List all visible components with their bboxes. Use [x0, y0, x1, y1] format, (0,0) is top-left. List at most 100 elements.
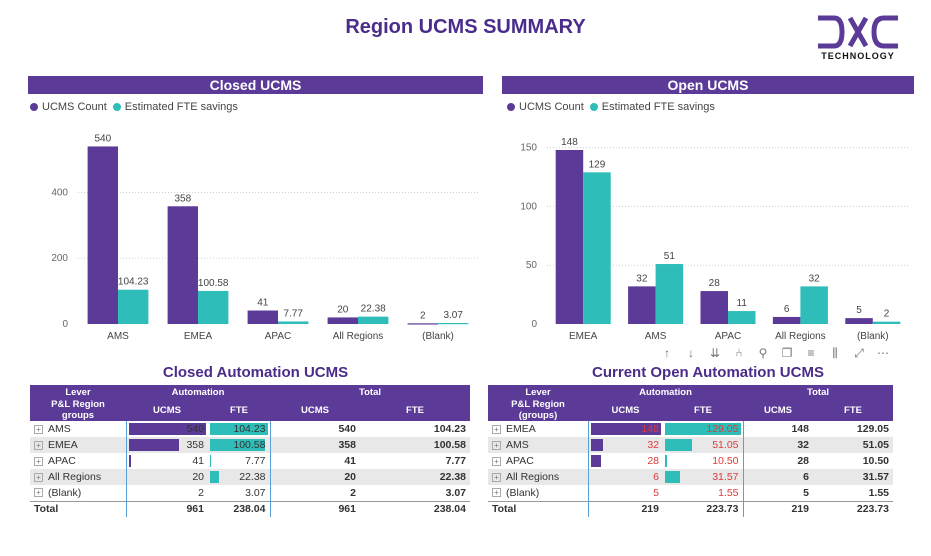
- data-bar: [665, 455, 668, 467]
- data-label: 6: [784, 304, 790, 315]
- x-tick-label: AMS: [107, 331, 129, 342]
- total-ucms-cell: 41: [269, 453, 360, 469]
- data-label: 22.38: [361, 304, 386, 315]
- header-total-ucms[interactable]: UCMS: [743, 399, 813, 421]
- focus-mode-icon[interactable]: ⤢: [854, 346, 864, 360]
- bar-fte-savings: [438, 322, 469, 325]
- total-ucms: 961: [125, 500, 208, 517]
- total-fte: 238.04: [208, 500, 270, 517]
- fte-cell: 31.57: [663, 469, 743, 485]
- table-row[interactable]: + EMEA 148 129.05 148 129.05: [488, 421, 893, 437]
- expand-row-icon[interactable]: +: [492, 424, 501, 434]
- cell-value: 7.77: [245, 455, 266, 467]
- fte-cell: 51.05: [663, 437, 743, 453]
- dxc-logo-mark: [818, 15, 898, 49]
- ucms-cell: 6: [587, 469, 663, 485]
- more-options-icon[interactable]: ⋯: [877, 346, 889, 360]
- data-label: 540: [94, 133, 111, 144]
- expand-row-icon[interactable]: +: [34, 456, 43, 466]
- legend-dot-fte-savings: [589, 103, 598, 111]
- arrow-up-icon[interactable]: ↑: [664, 346, 670, 360]
- header-total-ucms[interactable]: UCMS: [270, 399, 360, 421]
- table-row[interactable]: + APAC 28 10.50 28 10.50: [488, 453, 893, 469]
- header-ucms[interactable]: UCMS: [126, 399, 208, 421]
- region-cell: + EMEA: [30, 437, 126, 453]
- header-total-fte[interactable]: FTE: [360, 399, 470, 421]
- closed-automation-matrix: Lever Automation Total P&L Region groups…: [30, 385, 470, 517]
- header-total-fte[interactable]: FTE: [813, 399, 893, 421]
- header-total: Total: [743, 385, 893, 399]
- expand-row-icon[interactable]: +: [492, 488, 501, 498]
- format-icon[interactable]: ⫼: [832, 346, 838, 360]
- filter-icon[interactable]: ≡: [807, 346, 815, 360]
- total-fte-cell: 3.07: [445, 486, 466, 499]
- total-ucms-cell: 28: [742, 453, 813, 469]
- total-fte-cell: 104.23: [433, 423, 466, 435]
- total-ucms: 219: [587, 500, 663, 517]
- arrow-down-icon[interactable]: ↓: [688, 346, 694, 360]
- region-label: EMEA: [48, 439, 78, 451]
- table-row[interactable]: + (Blank) 5 1.55 5 1.55: [488, 485, 893, 501]
- legend-dot-fte-savings: [112, 103, 121, 111]
- expand-row-icon[interactable]: +: [34, 440, 43, 450]
- total-label: Total: [488, 500, 588, 517]
- bar-ucms-count: [700, 291, 728, 324]
- table-row[interactable]: + AMS 540 104.23 540 104.23: [30, 421, 470, 437]
- table-row[interactable]: + EMEA 358 100.58 358 100.58: [30, 437, 470, 453]
- header-region-group[interactable]: P&L Region (groups): [488, 399, 588, 421]
- expand-row-icon[interactable]: +: [34, 472, 43, 482]
- bar-fte-savings: [800, 286, 828, 324]
- data-label: 32: [636, 273, 648, 284]
- region-label: All Regions: [48, 471, 102, 483]
- data-bar: [665, 423, 741, 435]
- ucms-cell: 2: [125, 485, 208, 501]
- expand-hierarchy-icon[interactable]: ⑃: [735, 346, 743, 360]
- bar-fte-savings: [872, 321, 901, 324]
- total-fte-cell: 10.50: [862, 455, 889, 467]
- fte-cell: 104.23: [208, 421, 270, 437]
- region-cell: + AMS: [488, 437, 588, 453]
- cell-value: 129.05: [706, 423, 739, 435]
- region-label: AMS: [48, 423, 71, 435]
- ucms-cell: 540: [125, 421, 208, 437]
- table-row[interactable]: + All Regions 6 31.57 6 31.57: [488, 469, 893, 485]
- data-bar: [210, 423, 268, 435]
- double-arrow-down-icon[interactable]: ⇊: [709, 346, 721, 360]
- ucms-cell: 20: [125, 469, 208, 485]
- cell-value: 1.55: [718, 486, 739, 499]
- ucms-cell: 5: [587, 485, 663, 501]
- total-ucms-cell: 2: [269, 485, 360, 501]
- copy-icon[interactable]: ❐: [781, 346, 793, 360]
- cell-value: 148: [641, 423, 659, 435]
- header-lever: Lever: [488, 385, 588, 399]
- grand-total-ucms: 961: [269, 500, 360, 517]
- header-region-group[interactable]: P&L Region groups: [30, 399, 126, 421]
- table-row[interactable]: + AMS 32 51.05 32 51.05: [488, 437, 893, 453]
- cell-value: 358: [186, 439, 204, 451]
- bar-ucms-count: [407, 323, 438, 325]
- expand-row-icon[interactable]: +: [492, 472, 501, 482]
- pin-icon[interactable]: ⚲: [758, 346, 768, 360]
- y-tick-label: 50: [526, 260, 538, 271]
- header-fte[interactable]: FTE: [663, 399, 743, 421]
- total-fte-cell: 1.55: [868, 486, 889, 499]
- header-fte[interactable]: FTE: [208, 399, 270, 421]
- closed-ucms-chart: 0 200 400 540 104.23 AMS 358 100.58 EMEA 41 7.77 AP…: [51, 133, 478, 342]
- expand-row-icon[interactable]: +: [34, 488, 43, 498]
- fte-cell: 22.38: [208, 469, 270, 485]
- table-row[interactable]: + (Blank) 2 3.07 2 3.07: [30, 485, 470, 501]
- open-ucms-chart: 0 50 100 150 148 129 EMEA 32 51 AMS 28 11 APAC 6 32 All…: [520, 137, 909, 342]
- region-label: APAC: [48, 455, 76, 467]
- region-cell: + All Regions: [488, 469, 588, 485]
- bar-ucms-count: [555, 149, 584, 324]
- data-bar: [210, 439, 266, 451]
- header-ucms[interactable]: UCMS: [588, 399, 663, 421]
- expand-row-icon[interactable]: +: [492, 456, 501, 466]
- expand-row-icon[interactable]: +: [34, 424, 43, 434]
- bar-ucms-count: [772, 316, 801, 324]
- table-row[interactable]: + All Regions 20 22.38 20 22.38: [30, 469, 470, 485]
- data-bar: [128, 455, 131, 467]
- table-row[interactable]: + APAC 41 7.77 41 7.77: [30, 453, 470, 469]
- expand-row-icon[interactable]: +: [492, 440, 501, 450]
- x-tick-label: All Regions: [775, 331, 826, 342]
